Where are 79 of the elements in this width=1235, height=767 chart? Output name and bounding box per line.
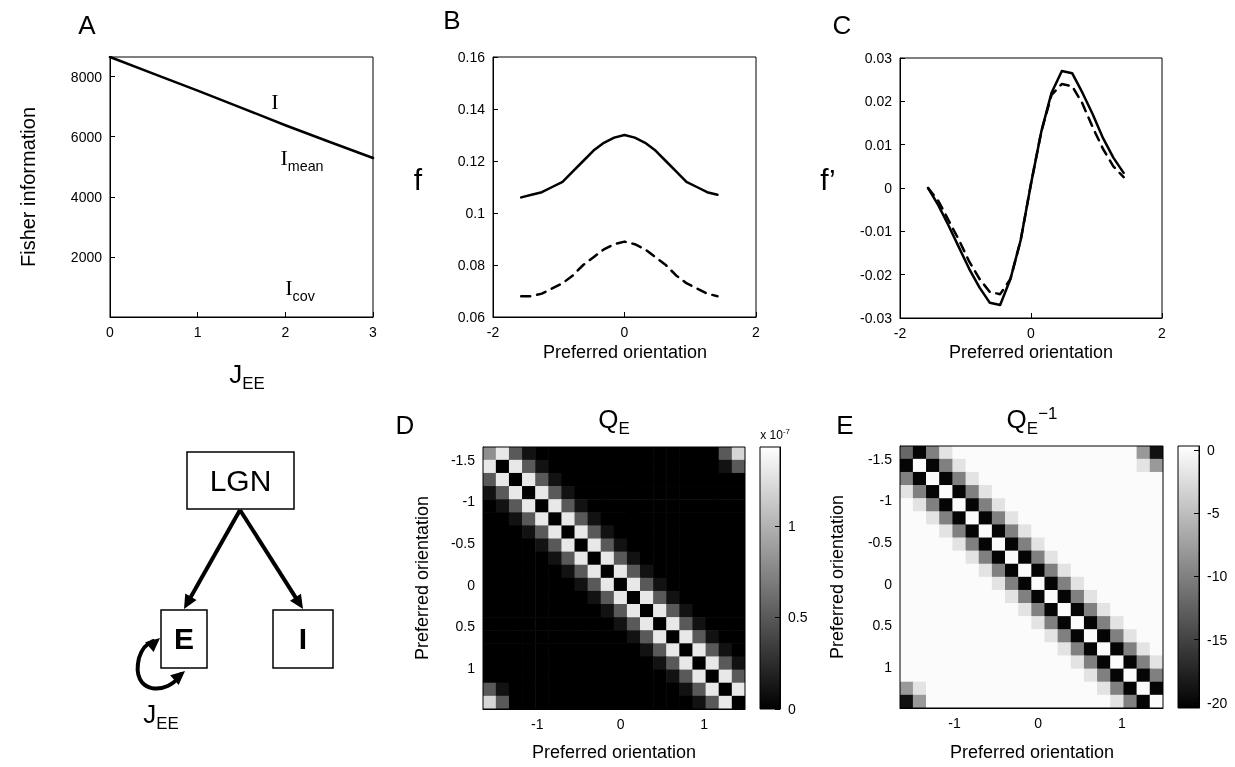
color-bar-label: 0 (1207, 441, 1215, 458)
color-bar-label: -20 (1207, 694, 1228, 711)
x-tick-label: 0 (620, 324, 629, 340)
y-tick-label: 8000 (70, 68, 103, 85)
x-tick-label: 2 (281, 324, 290, 340)
y-axis-title: Preferred orientation (827, 494, 847, 660)
y-axis-title: Fisher information (17, 106, 39, 268)
y-tick-label: -0.02 (860, 266, 893, 283)
x-axis-title: Preferred orientation (531, 742, 697, 762)
color-bar-label: -10 (1207, 568, 1228, 585)
y-tick-label: 6000 (70, 128, 103, 145)
color-bar-label: 0.5 (788, 609, 808, 626)
chart-title: E (836, 410, 854, 440)
y-tick-label: -1.5 (450, 451, 476, 468)
y-tick-label: 0.12 (457, 153, 486, 169)
y-tick-label: 1 (467, 660, 476, 677)
y-tick-label: -0.01 (860, 223, 893, 240)
y-tick-label: -0.5 (867, 533, 893, 550)
x-tick-label: 0 (616, 716, 625, 732)
y-tick-label: -1 (879, 492, 893, 509)
y-tick-label: 0.14 (457, 101, 486, 117)
chart-title: D (395, 410, 415, 440)
y-axis-title: Preferred orientation (412, 495, 432, 661)
y-axis-title: f (413, 163, 423, 196)
x-tick-label: 1 (1118, 715, 1127, 731)
chart-title: B (443, 5, 461, 35)
y-tick-label: 1 (884, 659, 893, 676)
x-axis-title: Preferred orientation (948, 342, 1114, 362)
y-tick-label: 0.5 (455, 618, 476, 635)
color-bar-title: x 10$^{-7}$ (760, 426, 790, 442)
line-series (519, 240, 719, 298)
x-tick-label: -1 (531, 716, 544, 732)
chart-title: A (78, 10, 96, 40)
color-bar-label: -5 (1207, 505, 1220, 522)
x-axis-title: Preferred orientation (542, 342, 708, 362)
x-tick-label: 1 (700, 716, 709, 732)
y-tick-label: 4000 (70, 188, 103, 205)
y-tick-label: -0.5 (450, 534, 476, 551)
x-tick-label: 0 (1027, 325, 1036, 341)
color-bar-label: 0 (788, 701, 796, 717)
y-tick-label: 0.03 (864, 50, 893, 66)
text: J$_{EE}$ (143, 698, 179, 734)
x-tick-label: 2 (1158, 325, 1167, 341)
y-tick-label: 0.01 (864, 136, 893, 153)
y-tick-label: -1.5 (867, 450, 893, 467)
y-tick-label: 0.1 (465, 205, 486, 221)
y-tick-label: 0 (884, 575, 893, 592)
y-tick-label: -1 (462, 493, 476, 510)
text: I (298, 622, 308, 655)
annotation: I (271, 89, 279, 114)
x-tick-label: -2 (893, 325, 907, 341)
y-tick-label: 0 (467, 576, 476, 593)
y-tick-label: 0.02 (864, 93, 893, 110)
color-bar-label: 1 (788, 517, 796, 534)
line-series (519, 133, 719, 199)
x-axis-title: Preferred orientation (949, 742, 1115, 762)
x-tick-label: 0 (106, 324, 115, 340)
x-tick-label: 3 (369, 324, 378, 340)
chart-subtitle: Q$_{E}$ (598, 403, 630, 439)
y-tick-label: -0.03 (860, 310, 893, 326)
x-tick-label: 0 (1034, 715, 1043, 731)
y-tick-label: 0.16 (457, 49, 486, 65)
x-tick-label: -1 (948, 715, 961, 731)
text: E (173, 622, 195, 655)
y-tick-label: 0.06 (457, 309, 486, 325)
x-tick-label: -2 (486, 324, 500, 340)
y-tick-label: 0.08 (457, 257, 486, 273)
y-tick-label: 0 (884, 180, 893, 196)
y-tick-label: 0.5 (872, 617, 893, 634)
color-bar-label: -15 (1207, 631, 1228, 648)
x-tick-label: 2 (752, 324, 761, 340)
y-tick-label: 2000 (70, 248, 103, 265)
x-axis-title: J$_{EE}$ (229, 358, 265, 394)
annotation: I$_{cov}$ (285, 275, 315, 304)
annotation: I$_{mean}$ (280, 145, 324, 174)
y-axis-title: f’ (820, 163, 836, 196)
x-tick-label: 1 (193, 324, 202, 340)
text: LGN (209, 464, 272, 497)
chart-title: C (832, 10, 852, 40)
